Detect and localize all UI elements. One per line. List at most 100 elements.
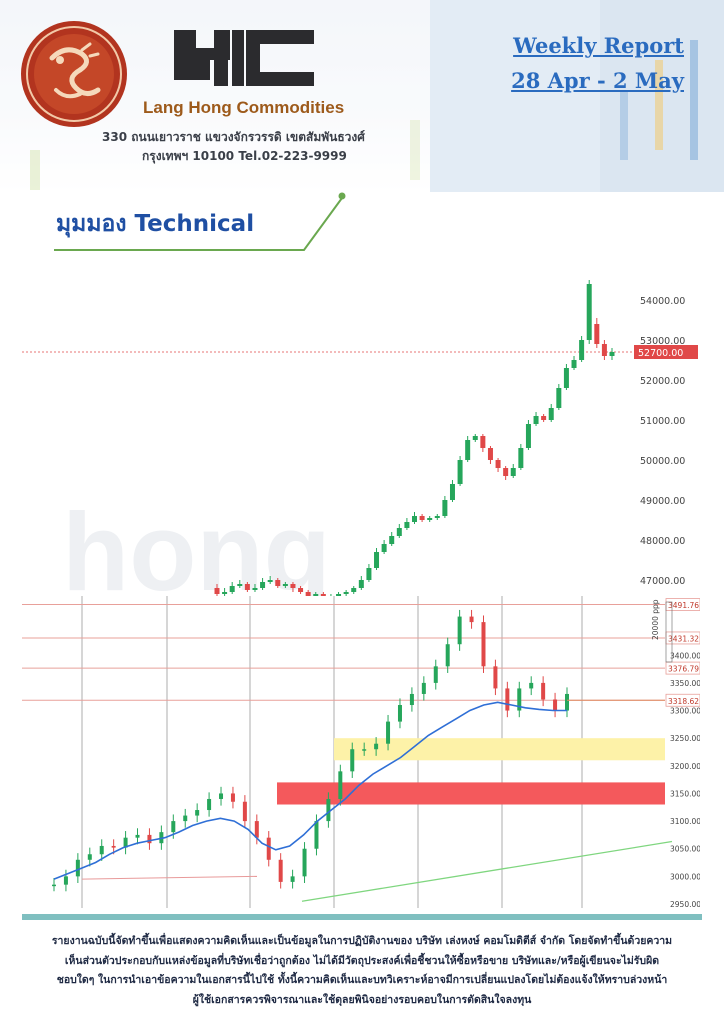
support-zone (334, 738, 665, 761)
report-header: Lang Hong Commodities 330 ถนนเยาวราช แขว… (0, 0, 724, 192)
price-bar-body (75, 859, 80, 877)
price-level-badge (665, 693, 700, 707)
candle-body (419, 516, 425, 520)
price-bar-body (350, 749, 355, 772)
candle-body (313, 594, 319, 596)
candle-body (541, 416, 547, 420)
y-tick-label: 3000.00 (670, 872, 700, 881)
candle-body (472, 436, 478, 440)
price-bar-body (529, 682, 534, 689)
candle-body (571, 360, 577, 368)
y-tick-label: 51000.00 (640, 416, 685, 427)
price-bar-body (87, 854, 92, 860)
y-tick-label: 48000.00 (640, 536, 685, 547)
minor-trend-line (81, 875, 258, 880)
price-bar-body (266, 837, 271, 860)
price-bar-body (421, 682, 426, 694)
price-bar-body (123, 837, 128, 848)
candle-body (609, 352, 615, 356)
price-bar-body (517, 688, 522, 711)
candle-body (252, 588, 258, 590)
candle-body (396, 528, 402, 536)
candle-body (480, 436, 486, 448)
y-tick-label: 3400.00 (670, 651, 700, 660)
candle-body (305, 592, 311, 596)
price-bar-body (63, 876, 68, 885)
candle-body (518, 448, 524, 468)
y-tick-label: 3050.00 (670, 845, 700, 854)
candle-body (465, 440, 471, 460)
price-bar-body (242, 801, 247, 822)
price-bar-body (207, 798, 212, 811)
price-level-label: 3431.32 (668, 634, 699, 643)
candle-body (275, 580, 281, 586)
price-bar-body (481, 622, 486, 667)
company-address-line-1: 330 ถนนเยาวราช แขวงจักรวรรดิ เขตสัมพันธว… (102, 130, 365, 144)
price-bar-body (254, 821, 259, 838)
current-price-label: 52700.00 (638, 348, 683, 359)
price-bar-body (230, 793, 235, 802)
candle-body (434, 516, 440, 518)
price-bar-body (183, 815, 188, 822)
candle-body (374, 552, 380, 568)
candle-body (290, 584, 296, 588)
price-bar-body (135, 834, 140, 838)
candle-body (457, 460, 463, 484)
price-bar-body (445, 644, 450, 667)
price-bar-body (397, 705, 402, 722)
price-level-label: 3491.76 (668, 601, 699, 610)
current-price-badge (634, 345, 698, 359)
section-title-underline (54, 192, 346, 251)
y-tick-label: 3300.00 (670, 707, 700, 716)
candle-body (404, 522, 410, 528)
footer-divider (22, 914, 702, 920)
price-bar-body (99, 845, 104, 855)
price-bar-body (505, 688, 510, 711)
disclaimer-line-2: เห็นส่วนตัวประกอบกับแหล่งข้อมูลที่บริษัท… (64, 954, 660, 967)
disclaimer-line-4: ผู้ใช้เอกสารควรพิจารณาและใช้ดุลยพินิจอย่… (192, 993, 532, 1006)
candle-body (366, 568, 372, 580)
price-bar-body (553, 699, 558, 711)
top-right-label: 20000 ppp (651, 599, 660, 640)
price-bar-body (326, 798, 331, 822)
candle-body (427, 518, 433, 520)
price-bar-body (111, 845, 116, 848)
candle-body (510, 468, 516, 476)
price-bar-body (374, 743, 379, 750)
y-tick-label: 3250.00 (670, 734, 700, 743)
disclaimer-line-3: ชอบใดๆ ในการนำเอาข้อความในเอกสารนี้ไปใช้… (56, 974, 668, 986)
candle-body (487, 448, 493, 460)
y-tick-label: 3150.00 (670, 789, 700, 798)
price-level-label: 3318.62 (668, 697, 699, 706)
section-title: มุมมอง Technical (56, 211, 255, 237)
y-tick-label: 3200.00 (670, 762, 700, 771)
candle-body (449, 484, 455, 500)
candle-body (336, 594, 342, 596)
y-tick-label: 3350.00 (670, 679, 700, 688)
price-bar-body (219, 793, 224, 799)
price-bar-body (147, 834, 152, 844)
company-name: Lang Hong Commodities (143, 98, 345, 117)
moving-average-line (53, 701, 567, 880)
uptrend-line (301, 840, 673, 902)
candle-body (358, 580, 364, 588)
price-bar-body (302, 848, 307, 877)
price-bar-body (457, 616, 462, 645)
price-bar-body (338, 771, 343, 799)
disclaimer-line-1: รายงานฉบับนี้จัดทำขึ้นเพื่อแสดงความคิดเห… (51, 935, 673, 947)
candle-body (594, 324, 600, 344)
price-bar-body (386, 721, 391, 744)
price-level-label: 3376.79 (668, 665, 699, 674)
price-bar-body (565, 693, 569, 711)
price-bar-body (469, 616, 474, 623)
price-level-badge (665, 661, 700, 675)
candle-body (503, 468, 509, 476)
candle-body (525, 424, 531, 448)
price-bar-body (278, 859, 283, 882)
candle-body (298, 588, 304, 592)
candle-body (548, 408, 554, 420)
candle-body (381, 544, 387, 552)
y-tick-label: 3100.00 (670, 817, 700, 826)
y-tick-label: 53000.00 (640, 336, 685, 347)
candle-body (260, 582, 266, 588)
